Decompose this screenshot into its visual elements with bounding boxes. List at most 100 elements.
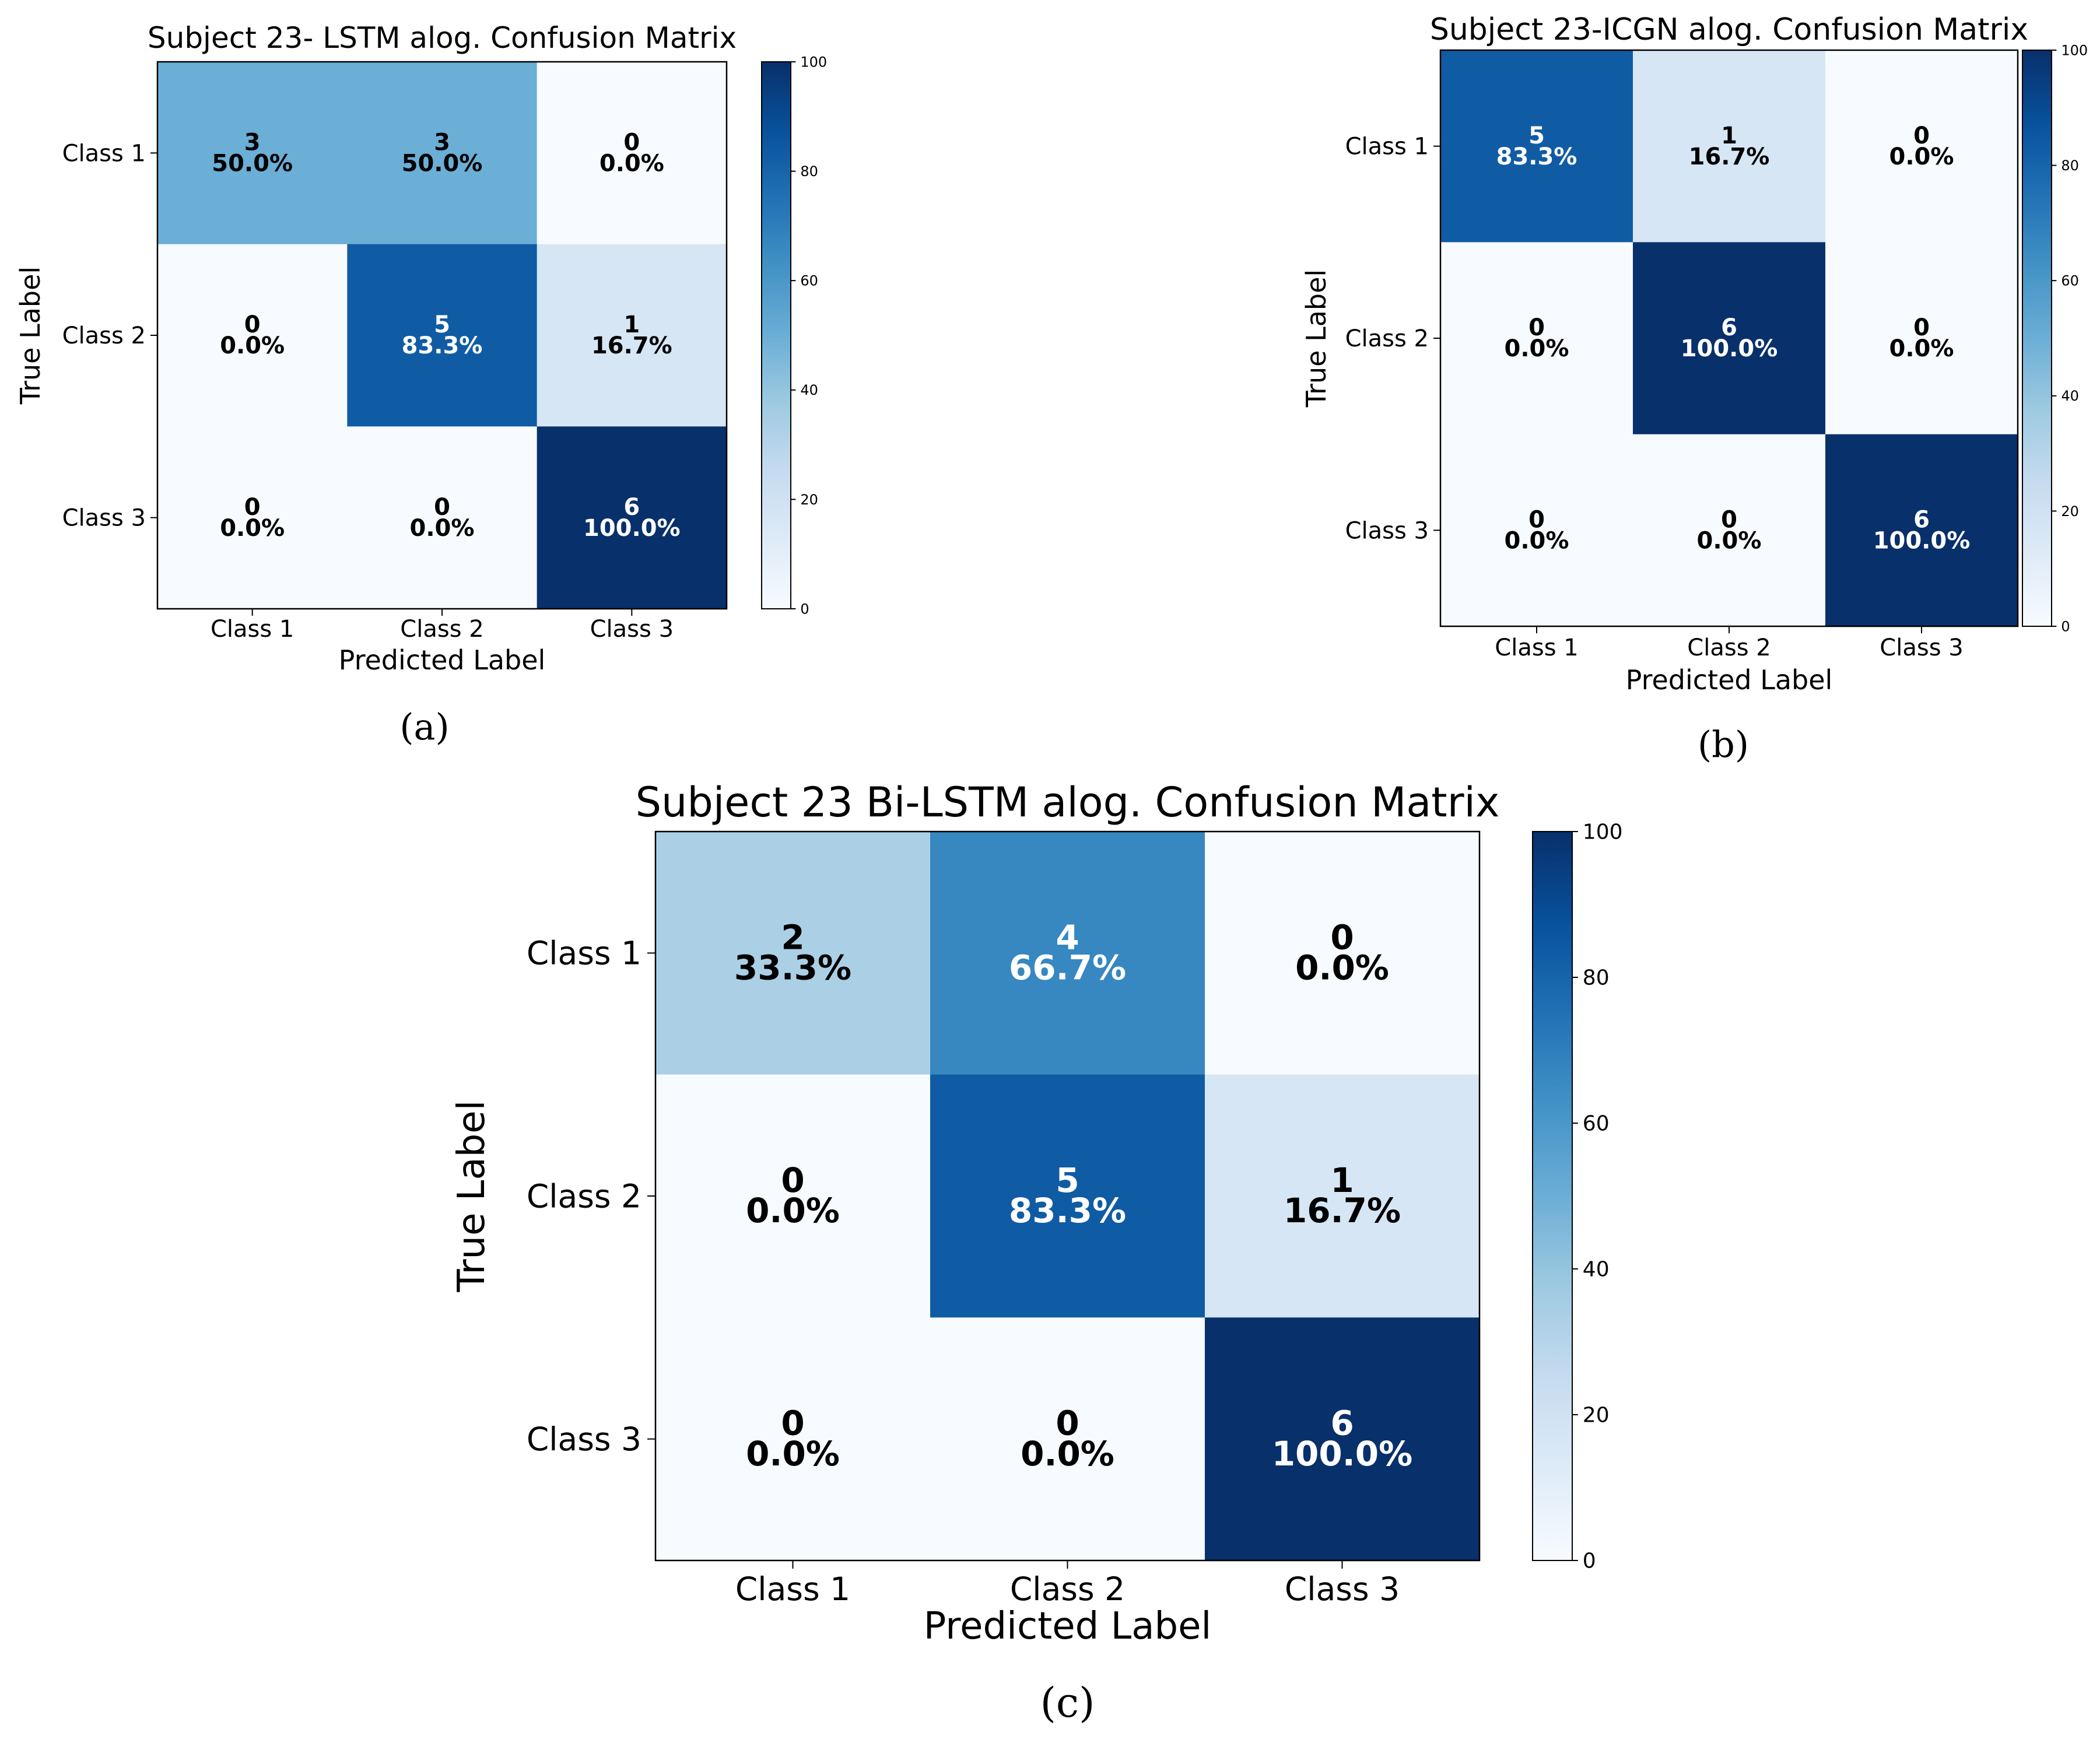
cell-percent-label: 0.0% bbox=[1505, 528, 1569, 555]
cell-count-label: 0 bbox=[781, 1160, 804, 1200]
heatmap-cell bbox=[655, 1317, 931, 1561]
heatmap-cell bbox=[157, 62, 348, 245]
cell-count-label: 0 bbox=[623, 129, 640, 156]
y-tick-label: Class 3 bbox=[62, 505, 146, 532]
cell-percent-label: 66.7% bbox=[1009, 948, 1126, 988]
heatmap-cell bbox=[1440, 434, 1633, 627]
cell-count-label: 0 bbox=[1721, 507, 1737, 534]
x-tick-label: Class 1 bbox=[1495, 634, 1578, 661]
x-tick-label: Class 2 bbox=[1687, 634, 1771, 661]
cell-count-label: 0 bbox=[244, 494, 261, 521]
chart-title: Subject 23- LSTM alog. Confusion Matrix bbox=[148, 21, 737, 55]
heatmap-cell bbox=[1825, 242, 2018, 435]
heatmap-cell bbox=[1205, 1074, 1480, 1318]
colorbar-tick-label: 0 bbox=[1583, 1549, 1596, 1573]
y-tick-label: Class 3 bbox=[1345, 517, 1429, 544]
heatmap-cell bbox=[347, 62, 538, 245]
x-tick-label: Class 2 bbox=[400, 616, 483, 643]
colorbar-tick-label: 100 bbox=[800, 54, 827, 70]
colorbar-tick-label: 20 bbox=[1583, 1404, 1610, 1428]
cell-percent-label: 0.0% bbox=[1295, 948, 1389, 988]
y-tick-label: Class 3 bbox=[527, 1421, 641, 1458]
cell-percent-label: 0.0% bbox=[746, 1434, 840, 1474]
colorbar bbox=[1532, 831, 1573, 1561]
x-axis-label: Predicted Label bbox=[1626, 664, 1833, 696]
cell-percent-label: 0.0% bbox=[1697, 528, 1762, 555]
colorbar-tick-label: 80 bbox=[2061, 157, 2079, 174]
colorbar-tick-label: 100 bbox=[2061, 42, 2088, 58]
cell-count-label: 0 bbox=[434, 494, 450, 521]
y-tick-label: Class 1 bbox=[527, 935, 641, 972]
cell-percent-label: 0.0% bbox=[1889, 143, 1954, 170]
heatmap-cell bbox=[537, 244, 727, 427]
y-axis-label: True Label bbox=[15, 266, 46, 405]
confusion-matrix-panel-1: Subject 23- LSTM alog. Confusion Matrix 3… bbox=[15, 21, 827, 748]
cell-count-label: 1 bbox=[623, 311, 640, 338]
colorbar-tick-label: 40 bbox=[800, 382, 818, 398]
cell-percent-label: 83.3% bbox=[1009, 1191, 1126, 1230]
cell-count-label: 0 bbox=[1913, 122, 1930, 149]
cell-count-label: 0 bbox=[1056, 1404, 1079, 1443]
cell-count-label: 0 bbox=[1528, 314, 1545, 341]
colorbar-tick-label: 80 bbox=[1583, 966, 1610, 990]
cell-count-label: 0 bbox=[1913, 314, 1930, 341]
cell-count-label: 1 bbox=[1721, 122, 1737, 149]
chart-title: Subject 23-ICGN alog. Confusion Matrix bbox=[1430, 12, 2028, 47]
cell-count-label: 0 bbox=[781, 1404, 804, 1443]
cell-percent-label: 100.0% bbox=[1272, 1434, 1413, 1474]
cell-percent-label: 100.0% bbox=[583, 515, 681, 542]
heatmap-cell bbox=[157, 426, 348, 609]
heatmap-cell bbox=[347, 426, 538, 609]
colorbar-tick-label: 100 bbox=[1583, 820, 1623, 844]
x-axis-label: Predicted Label bbox=[924, 1605, 1211, 1648]
chart-title: Subject 23 Bi-LSTM alog. Confusion Matri… bbox=[636, 778, 1500, 826]
cell-percent-label: 50.0% bbox=[402, 150, 483, 177]
cell-count-label: 3 bbox=[244, 129, 261, 156]
colorbar-tick-label: 60 bbox=[1583, 1112, 1610, 1136]
x-axis-label: Predicted Label bbox=[339, 644, 546, 676]
cell-percent-label: 0.0% bbox=[220, 332, 285, 359]
cell-percent-label: 83.3% bbox=[1496, 143, 1577, 170]
panel-label: (c) bbox=[1040, 1679, 1095, 1727]
cell-percent-label: 0.0% bbox=[1889, 335, 1954, 362]
cell-count-label: 0 bbox=[1330, 917, 1354, 957]
cell-percent-label: 83.3% bbox=[402, 332, 483, 359]
confusion-matrix-panel-2: Subject 23-ICGN alog. Confusion Matrix58… bbox=[1300, 12, 2088, 766]
heatmap-cell bbox=[655, 832, 931, 1075]
cell-count-label: 4 bbox=[1056, 917, 1079, 957]
colorbar-tick-label: 40 bbox=[2061, 388, 2079, 404]
colorbar-tick-label: 0 bbox=[2061, 618, 2070, 634]
cell-count-label: 6 bbox=[1913, 507, 1930, 534]
cell-percent-label: 33.3% bbox=[734, 948, 851, 988]
cell-count-label: 2 bbox=[781, 917, 804, 957]
heatmap-cell bbox=[1633, 50, 1826, 243]
cell-percent-label: 0.0% bbox=[410, 515, 475, 542]
x-tick-label: Class 3 bbox=[1285, 1570, 1400, 1608]
panel-label: (b) bbox=[1698, 723, 1749, 766]
cell-percent-label: 100.0% bbox=[1873, 528, 1971, 555]
heatmap-cell bbox=[1205, 1317, 1480, 1561]
x-tick-label: Class 3 bbox=[1880, 634, 1963, 661]
heatmap-cell bbox=[1205, 832, 1480, 1075]
x-tick-label: Class 1 bbox=[735, 1570, 850, 1608]
cell-count-label: 3 bbox=[434, 129, 450, 156]
colorbar-tick-label: 60 bbox=[800, 273, 818, 289]
heatmap-cell bbox=[655, 1074, 931, 1318]
y-tick-label: Class 2 bbox=[1345, 325, 1429, 352]
heatmap-cell bbox=[1633, 242, 1826, 435]
cell-count-label: 6 bbox=[623, 494, 640, 521]
cell-count-label: 5 bbox=[434, 311, 450, 338]
cell-percent-label: 0.0% bbox=[746, 1191, 840, 1230]
colorbar-tick-label: 40 bbox=[1583, 1258, 1610, 1282]
heatmap-cell bbox=[930, 1074, 1205, 1318]
heatmap-cell bbox=[1440, 50, 1633, 243]
cell-count-label: 6 bbox=[1721, 314, 1737, 341]
y-axis-label: True Label bbox=[450, 1100, 493, 1293]
cell-percent-label: 50.0% bbox=[212, 150, 293, 177]
colorbar bbox=[761, 61, 791, 609]
x-tick-label: Class 1 bbox=[211, 616, 294, 643]
colorbar-tick-label: 20 bbox=[800, 492, 818, 508]
cell-percent-label: 0.0% bbox=[1021, 1434, 1114, 1474]
